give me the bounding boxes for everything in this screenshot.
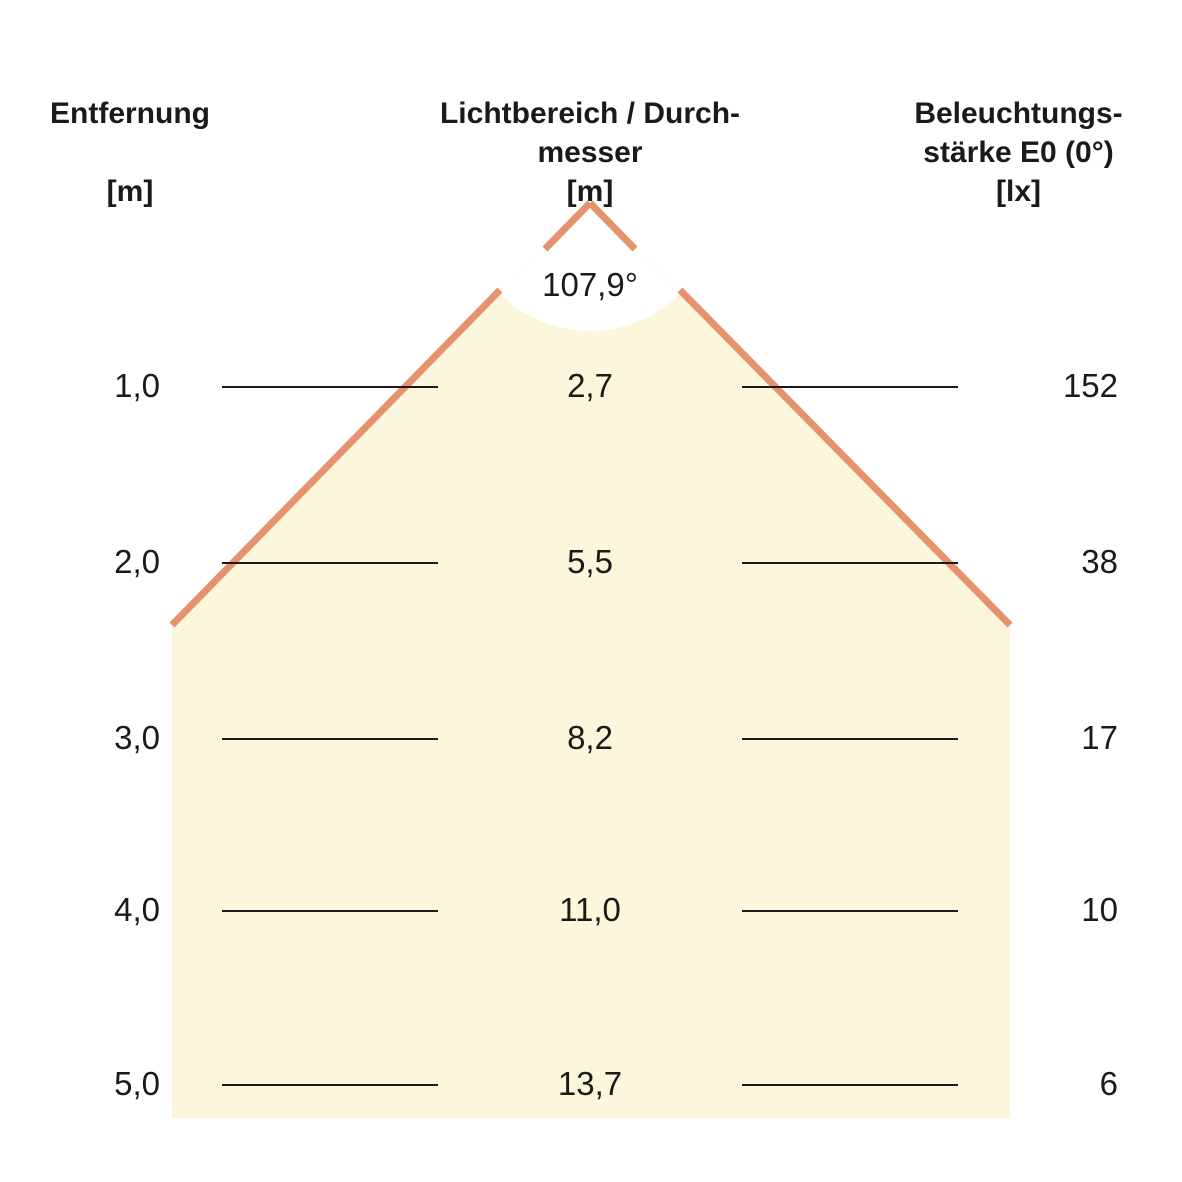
- column-header-distance: Entfernung [m]: [0, 55, 260, 250]
- row-illuminance-value: 10: [1081, 891, 1118, 928]
- tick-line-right: [742, 386, 958, 388]
- column-header-illuminance: Beleuchtungs- stärke E0 (0°) [lx]: [855, 55, 1182, 250]
- column-header-diameter-unit: [m]: [566, 175, 614, 208]
- beam-edge-left: [169, 287, 503, 628]
- row-diameter-value: 2,7: [567, 367, 613, 404]
- row-illuminance-value: 17: [1081, 719, 1118, 756]
- beam-edge-upper-right: [587, 200, 638, 252]
- column-header-illuminance-title: Beleuchtungs- stärke E0 (0°): [914, 97, 1123, 169]
- column-header-diameter-title: Lichtbereich / Durch- messer: [439, 97, 741, 169]
- row-illuminance-value: 38: [1081, 543, 1118, 580]
- row-illuminance-value: 152: [1062, 367, 1118, 404]
- row-diameter-value: 13,7: [557, 1065, 623, 1102]
- tick-line-left: [222, 738, 438, 740]
- row-diameter-value: 5,5: [567, 543, 613, 580]
- column-header-distance-title: Entfernung: [50, 97, 210, 130]
- tick-line-left: [222, 1084, 438, 1086]
- row-distance-value: 2,0: [114, 543, 160, 580]
- row-distance-value: 1,0: [114, 367, 160, 404]
- tick-line-left: [222, 910, 438, 912]
- row-distance-value: 3,0: [114, 719, 160, 756]
- row-diameter-value: 11,0: [559, 891, 621, 928]
- tick-line-right: [742, 738, 958, 740]
- tick-line-right: [742, 910, 958, 912]
- tick-line-left: [222, 386, 438, 388]
- tick-line-right: [742, 1084, 958, 1086]
- tick-line-right: [742, 562, 958, 564]
- column-header-illuminance-unit: [lx]: [996, 175, 1041, 208]
- row-distance-value: 4,0: [114, 891, 160, 928]
- tick-line-left: [222, 562, 438, 564]
- column-header-diameter: Lichtbereich / Durch- messer [m]: [370, 55, 810, 250]
- row-illuminance-value: 6: [1099, 1065, 1118, 1102]
- beam-edge-right: [677, 287, 1013, 628]
- beam-angle-arc-gap: [500, 203, 680, 331]
- row-distance-value: 5,0: [114, 1065, 160, 1102]
- beam-fill-area: [172, 203, 1010, 1118]
- beam-edge-upper-left: [542, 200, 593, 252]
- beam-angle-label: 107,9°: [542, 266, 638, 303]
- row-diameter-value: 8,2: [567, 719, 613, 756]
- column-header-distance-unit: [m]: [106, 175, 154, 208]
